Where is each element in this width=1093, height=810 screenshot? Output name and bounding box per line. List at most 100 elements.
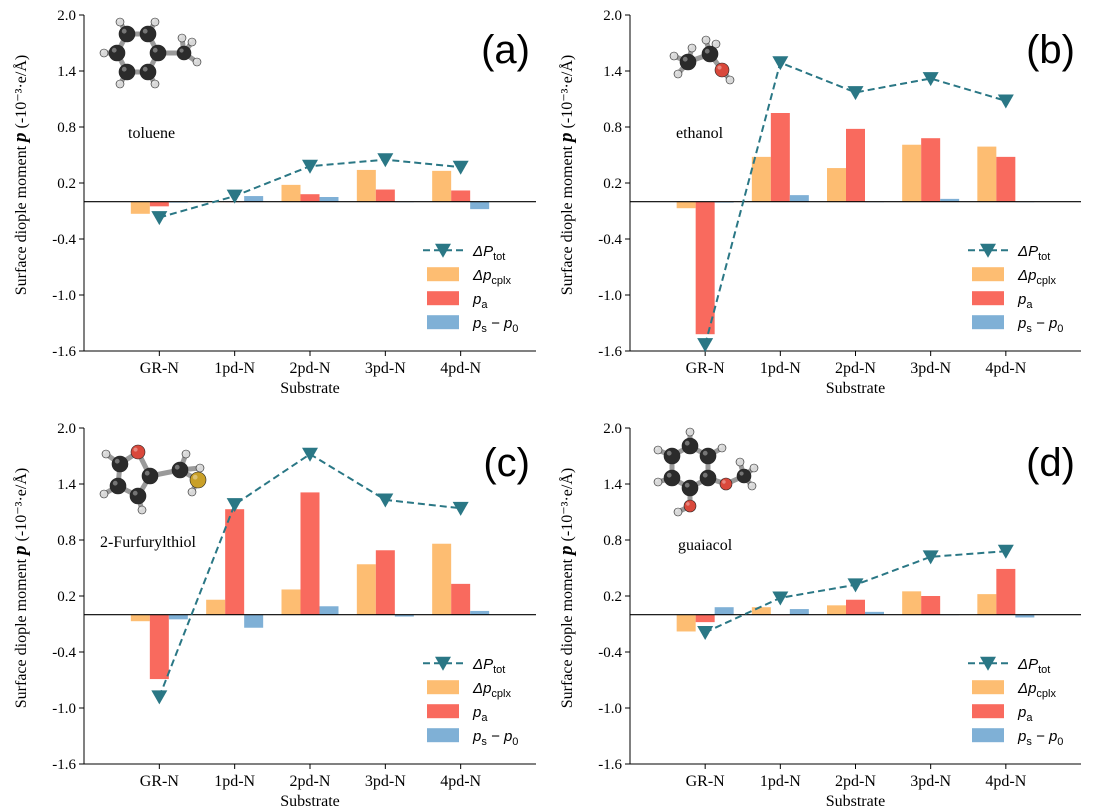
carbon-atom-shine — [111, 47, 117, 53]
ptot-marker-GR-N — [151, 690, 168, 705]
hydrogen-atom — [192, 57, 202, 67]
bar-pcplx-2pd-N — [827, 605, 846, 615]
y-tick-label: 2.0 — [57, 8, 76, 24]
hydrogen-atom — [150, 79, 160, 89]
legend-swatch-pcplx — [972, 267, 1004, 282]
y-tick-label: 0.2 — [603, 176, 622, 192]
bar-pa-3pd-N — [375, 189, 395, 202]
carbon-atom — [176, 45, 192, 61]
hydrogen-atom-shine — [183, 451, 186, 454]
y-tick-label: 1.4 — [603, 477, 622, 493]
bar-pcplx-3pd-N — [902, 144, 922, 202]
bar-ps_p0-2pd-N — [319, 606, 339, 615]
ptot-marker-4pd-N — [997, 94, 1014, 109]
y-tick-label: -0.4 — [52, 232, 76, 248]
carbon-atom — [663, 469, 681, 487]
molecule-label: ethanol — [676, 125, 724, 142]
hydrogen-atom — [717, 443, 727, 453]
carbon-atom-shine — [114, 458, 120, 464]
ptot-marker-2pd-N — [302, 159, 318, 174]
x-axis-label: Substrate — [280, 380, 340, 397]
bar-ps_p0-1pd-N — [244, 614, 264, 628]
x-tick-label: 2pd-N — [290, 773, 331, 790]
x-tick-label: 1pd-N — [760, 360, 801, 377]
x-tick-label: 3pd-N — [365, 360, 406, 377]
x-tick-label: 1pd-N — [214, 360, 255, 377]
y-tick-label: 2.0 — [57, 421, 76, 437]
hydrogen-atom — [115, 79, 125, 89]
legend-label-pa: pa — [472, 291, 488, 311]
carbon-atom-shine — [179, 48, 184, 53]
hydrogen-atom-shine — [189, 39, 192, 42]
legend-swatch-pcplx — [427, 680, 459, 695]
bar-pcplx-GR-N — [676, 201, 696, 209]
legend-ptot-marker — [980, 243, 996, 258]
hydrogen-atom-shine — [687, 429, 690, 432]
hydrogen-atom-shine — [189, 489, 192, 492]
y-tick-label: 2.0 — [603, 8, 622, 24]
carbon-atom-shine — [121, 28, 127, 34]
hydrogen-atom-shine — [749, 483, 752, 486]
ptot-marker-4pd-N — [452, 501, 469, 516]
y-tick-label: -1.0 — [598, 701, 622, 717]
hydrogen-atom-shine — [103, 451, 106, 454]
bar-ps_p0-2pd-N — [865, 611, 884, 615]
sulfur-atom — [189, 471, 207, 489]
legend: ΔPtot Δpcplx pa ps − p0 — [423, 243, 518, 335]
carbon-atom — [681, 479, 699, 497]
hydrogen-atom — [653, 477, 663, 487]
carbon-atom — [139, 63, 157, 81]
bar-pa-4pd-N — [451, 583, 471, 615]
legend-label-ptot: ΔPtot — [1017, 243, 1050, 263]
carbon-atom-shine — [739, 471, 744, 476]
hydrogen-atom — [195, 463, 205, 473]
molecule-image — [99, 17, 202, 89]
carbon-atom-shine — [174, 464, 180, 470]
legend-swatch-pa — [427, 291, 459, 306]
y-tick-label: -1.0 — [598, 288, 622, 304]
bar-pa-2pd-N — [300, 194, 320, 202]
hydrogen-atom — [150, 17, 160, 27]
bar-pa-3pd-N — [921, 138, 941, 202]
bar-ps_p0-4pd-N — [470, 201, 490, 210]
hydrogen-atom — [673, 507, 683, 517]
legend-label-ptot: ΔPtot — [1017, 656, 1050, 676]
oxygen-atom-shine — [133, 447, 138, 452]
legend-ptot-marker — [435, 656, 451, 671]
ptot-marker-4pd-N — [997, 544, 1014, 559]
legend-label-ps_p0: ps − p0 — [1017, 315, 1063, 335]
legend-label-ptot: ΔPtot — [472, 656, 505, 676]
bar-pcplx-1pd-N — [206, 599, 226, 615]
bar-pcplx-2pd-N — [281, 589, 301, 615]
legend-ptot-marker — [980, 656, 996, 671]
y-axis-label: Surface diople moment p (-10⁻³·e/Å) — [10, 468, 31, 708]
ptot-marker-3pd-N — [377, 493, 394, 508]
y-tick-label: 1.4 — [57, 477, 76, 493]
hydrogen-atom — [735, 457, 745, 467]
y-axis-label: Surface diople moment p (-10⁻³·e/Å) — [556, 55, 577, 295]
molecule-label: guaiacol — [678, 537, 733, 554]
legend-swatch-pa — [427, 704, 459, 719]
legend-label-pcplx: Δpcplx — [1017, 680, 1056, 700]
oxygen-atom-shine — [717, 65, 722, 70]
hydrogen-atom — [749, 463, 759, 473]
panel-label: (b) — [1026, 28, 1075, 72]
oxygen-atom — [719, 477, 733, 491]
hydrogen-atom — [711, 39, 721, 49]
bar-pa-GR-N — [149, 201, 169, 207]
bar-ps_p0-4pd-N — [1015, 614, 1035, 618]
y-tick-label: -1.0 — [52, 701, 76, 717]
ptot-line — [704, 61, 1007, 345]
y-tick-label: -0.4 — [598, 232, 622, 248]
carbon-atom — [111, 455, 129, 473]
y-tick-label: 0.8 — [603, 533, 622, 549]
carbon-atom — [129, 487, 147, 505]
ptot-marker-GR-N — [697, 626, 714, 640]
carbon-atom-shine — [704, 48, 710, 54]
y-tick-label: 2.0 — [603, 421, 622, 437]
legend-label-pa: pa — [1017, 291, 1033, 311]
legend-swatch-ps_p0 — [427, 728, 459, 743]
hydrogen-atom — [669, 51, 679, 61]
panel-label: (c) — [483, 441, 530, 485]
